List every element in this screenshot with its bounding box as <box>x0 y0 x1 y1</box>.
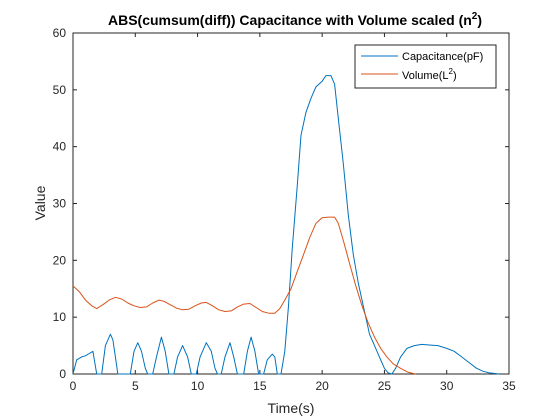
y-tick-label: 30 <box>53 197 67 211</box>
x-tick-label: 25 <box>378 379 392 393</box>
x-tick-label: 5 <box>132 379 139 393</box>
series-line-volume <box>72 216 416 375</box>
x-tick-label: 35 <box>502 379 516 393</box>
legend-box <box>354 44 497 89</box>
series-lines <box>72 75 500 375</box>
legend-label-volume-main: Volume(L <box>402 70 448 82</box>
y-tick-label: 60 <box>53 26 67 40</box>
y-tick-label: 20 <box>53 253 67 267</box>
chart-title-close: ) <box>477 12 482 28</box>
y-axis-ticks: 0 10 20 30 40 50 60 <box>53 26 509 381</box>
y-tick-label: 0 <box>59 367 66 381</box>
x-tick-label: 0 <box>70 379 77 393</box>
x-tick-label: 20 <box>315 379 329 393</box>
legend-label-volume: Volume(L2) <box>402 67 457 82</box>
legend-label-capacitance: Capacitance(pF) <box>402 51 483 63</box>
chart-title-superscript: 2 <box>472 11 478 22</box>
y-axis-label: Value <box>32 185 48 220</box>
legend: Capacitance(pF) Volume(L2) <box>354 44 497 89</box>
x-tick-label: 10 <box>191 379 205 393</box>
x-tick-label: 30 <box>440 379 454 393</box>
legend-label-volume-close: ) <box>453 70 457 82</box>
y-tick-label: 10 <box>53 310 67 324</box>
y-tick-label: 50 <box>53 83 67 97</box>
y-tick-label: 40 <box>53 140 67 154</box>
series-line-capacitance <box>72 75 500 375</box>
x-tick-label: 15 <box>253 379 267 393</box>
legend-label-volume-superscript: 2 <box>448 67 453 76</box>
x-axis-ticks: 0 5 10 15 20 25 30 35 <box>70 33 516 393</box>
plot-area <box>72 32 510 375</box>
chart-title-main: ABS(cumsum(diff)) Capacitance with Volum… <box>108 12 472 28</box>
chart-title: ABS(cumsum(diff)) Capacitance with Volum… <box>108 11 482 28</box>
x-axis-label: Time(s) <box>268 400 315 416</box>
